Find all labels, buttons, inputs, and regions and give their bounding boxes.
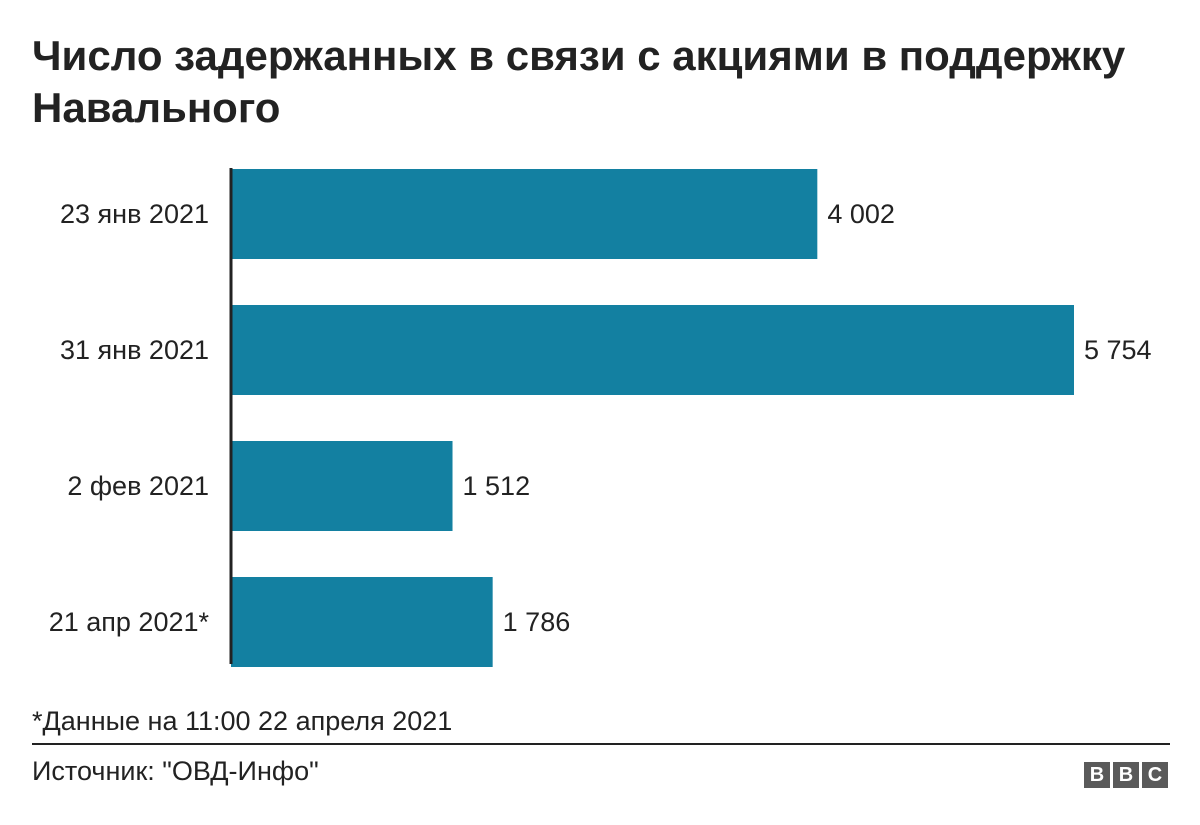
category-label-0: 23 янв 2021: [60, 199, 209, 229]
category-label-1: 31 янв 2021: [60, 335, 209, 365]
bbc-logo: B B C: [1084, 762, 1168, 788]
bar-0: [231, 169, 818, 259]
bar-1: [231, 305, 1074, 395]
logo-letter-c: C: [1142, 762, 1168, 788]
bar-3: [231, 577, 493, 667]
footer-divider: [32, 743, 1170, 745]
value-label-2: 1 512: [463, 471, 531, 501]
footnote: *Данные на 11:00 22 апреля 2021: [32, 706, 453, 736]
value-label-1: 5 754: [1084, 335, 1152, 365]
chart-title: Число задержанных в связи с акциями в по…: [32, 32, 1126, 131]
value-label-3: 1 786: [503, 607, 571, 637]
logo-letter-b1: B: [1084, 762, 1110, 788]
bar-chart: 23 янв 2021 4 002 31 янв 2021 5 754 2 фев 20…: [49, 168, 1152, 667]
value-label-0: 4 002: [827, 199, 895, 229]
source-note: Источник: "ОВД-Инфо": [32, 756, 319, 786]
bar-2: [231, 441, 453, 531]
category-label-3: 21 апр 2021*: [49, 607, 210, 637]
logo-letter-b2: B: [1113, 762, 1139, 788]
category-label-2: 2 фев 2021: [67, 471, 209, 501]
